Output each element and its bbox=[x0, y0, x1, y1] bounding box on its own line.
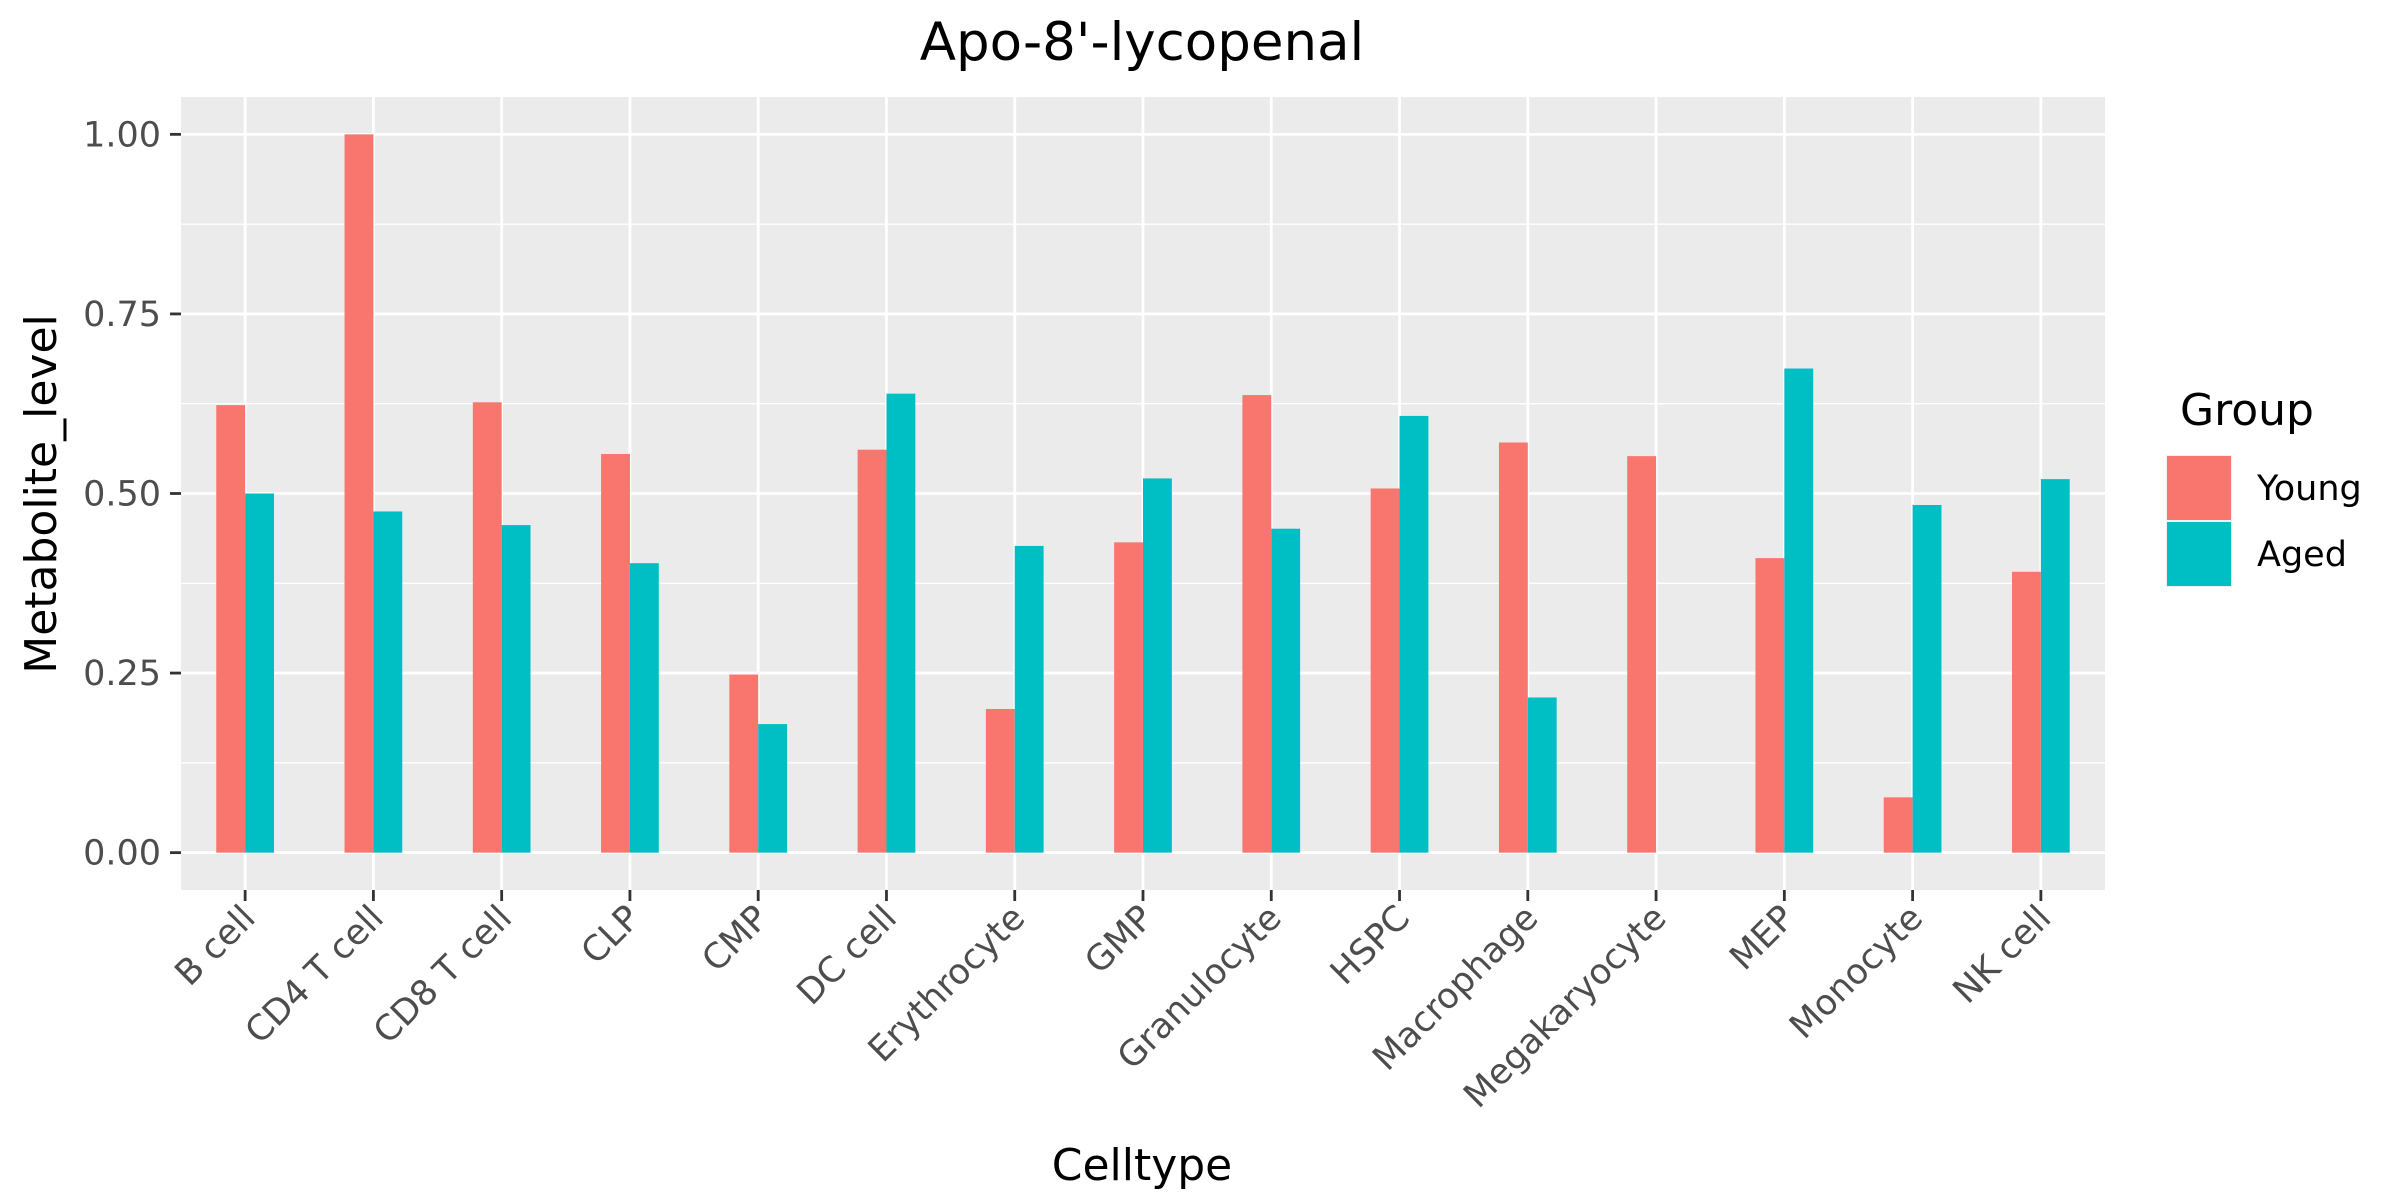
y-tick-label: 0.25 bbox=[83, 654, 161, 694]
bar-aged-cd8-t-cell bbox=[501, 525, 531, 853]
bar-young-clp bbox=[601, 453, 630, 853]
bar-aged-cd4-t-cell bbox=[373, 511, 403, 853]
y-tick-label: 0.00 bbox=[83, 834, 161, 874]
chart-title: Apo-8'-lycopenal bbox=[920, 12, 1365, 73]
bar-aged-monocyte bbox=[1912, 504, 1942, 853]
x-tick-label: Monocyte bbox=[1782, 898, 1931, 1047]
bar-aged-granulocyte bbox=[1271, 528, 1301, 853]
bar-aged-nk-cell bbox=[2040, 479, 2070, 853]
y-tick-label: 0.75 bbox=[83, 295, 161, 335]
bar-young-cd8-t-cell bbox=[472, 402, 502, 853]
bar-aged-hspc bbox=[1399, 415, 1429, 853]
bar-young-hspc bbox=[1370, 488, 1400, 853]
x-tick-label: CD8 T cell bbox=[366, 898, 520, 1052]
legend-label-young: Young bbox=[2256, 469, 2362, 509]
x-axis-title: Celltype bbox=[1052, 1140, 1233, 1191]
x-tick-label: HSPC bbox=[1323, 898, 1418, 993]
bar-aged-macrophage bbox=[1527, 697, 1557, 853]
bar-young-megakaryocyte bbox=[1627, 456, 1657, 853]
y-tick-label: 1.00 bbox=[83, 115, 161, 155]
x-tick-label: CD4 T cell bbox=[238, 898, 392, 1052]
bar-aged-b-cell bbox=[245, 493, 274, 853]
x-tick-label: MEP bbox=[1722, 898, 1802, 978]
bar-aged-mep bbox=[1784, 368, 1814, 853]
bar-young-b-cell bbox=[216, 405, 246, 853]
legend-title: Group bbox=[2180, 385, 2314, 436]
bar-young-mep bbox=[1755, 558, 1785, 853]
x-tick-label: NK cell bbox=[1946, 898, 2059, 1011]
bar-aged-gmp bbox=[1143, 478, 1172, 853]
bar-young-dc-cell bbox=[857, 449, 887, 853]
y-tick-label: 0.50 bbox=[83, 475, 161, 515]
plot-panel bbox=[181, 97, 2105, 890]
bar-young-monocyte bbox=[1883, 797, 1913, 853]
bar-aged-clp bbox=[629, 563, 659, 853]
x-tick-label: GMP bbox=[1078, 898, 1162, 982]
y-axis: 0.00 0.25 0.50 0.75 1.00 bbox=[83, 115, 181, 874]
bar-young-macrophage bbox=[1498, 442, 1528, 853]
legend-label-aged: Aged bbox=[2257, 535, 2347, 575]
bar-young-granulocyte bbox=[1242, 395, 1272, 853]
y-axis-title: Metabolite_level bbox=[16, 314, 67, 674]
bar-young-cmp bbox=[729, 674, 759, 853]
bar-young-cd4-t-cell bbox=[344, 134, 374, 853]
x-tick-label: CLP bbox=[574, 898, 648, 972]
x-tick-label: DC cell bbox=[790, 898, 905, 1013]
bar-aged-dc-cell bbox=[886, 393, 916, 853]
x-tick-label: B cell bbox=[168, 898, 264, 994]
legend-key-young bbox=[2167, 456, 2231, 520]
bar-aged-erythrocyte bbox=[1014, 545, 1044, 853]
bar-young-erythrocyte bbox=[985, 708, 1015, 853]
x-tick-label: CMP bbox=[695, 898, 777, 980]
legend: Group Young Aged bbox=[2166, 385, 2362, 587]
legend-key-aged bbox=[2167, 522, 2231, 586]
bar-young-gmp bbox=[1114, 542, 1143, 853]
bar-young-nk-cell bbox=[2012, 571, 2041, 853]
bar-aged-cmp bbox=[758, 724, 788, 853]
